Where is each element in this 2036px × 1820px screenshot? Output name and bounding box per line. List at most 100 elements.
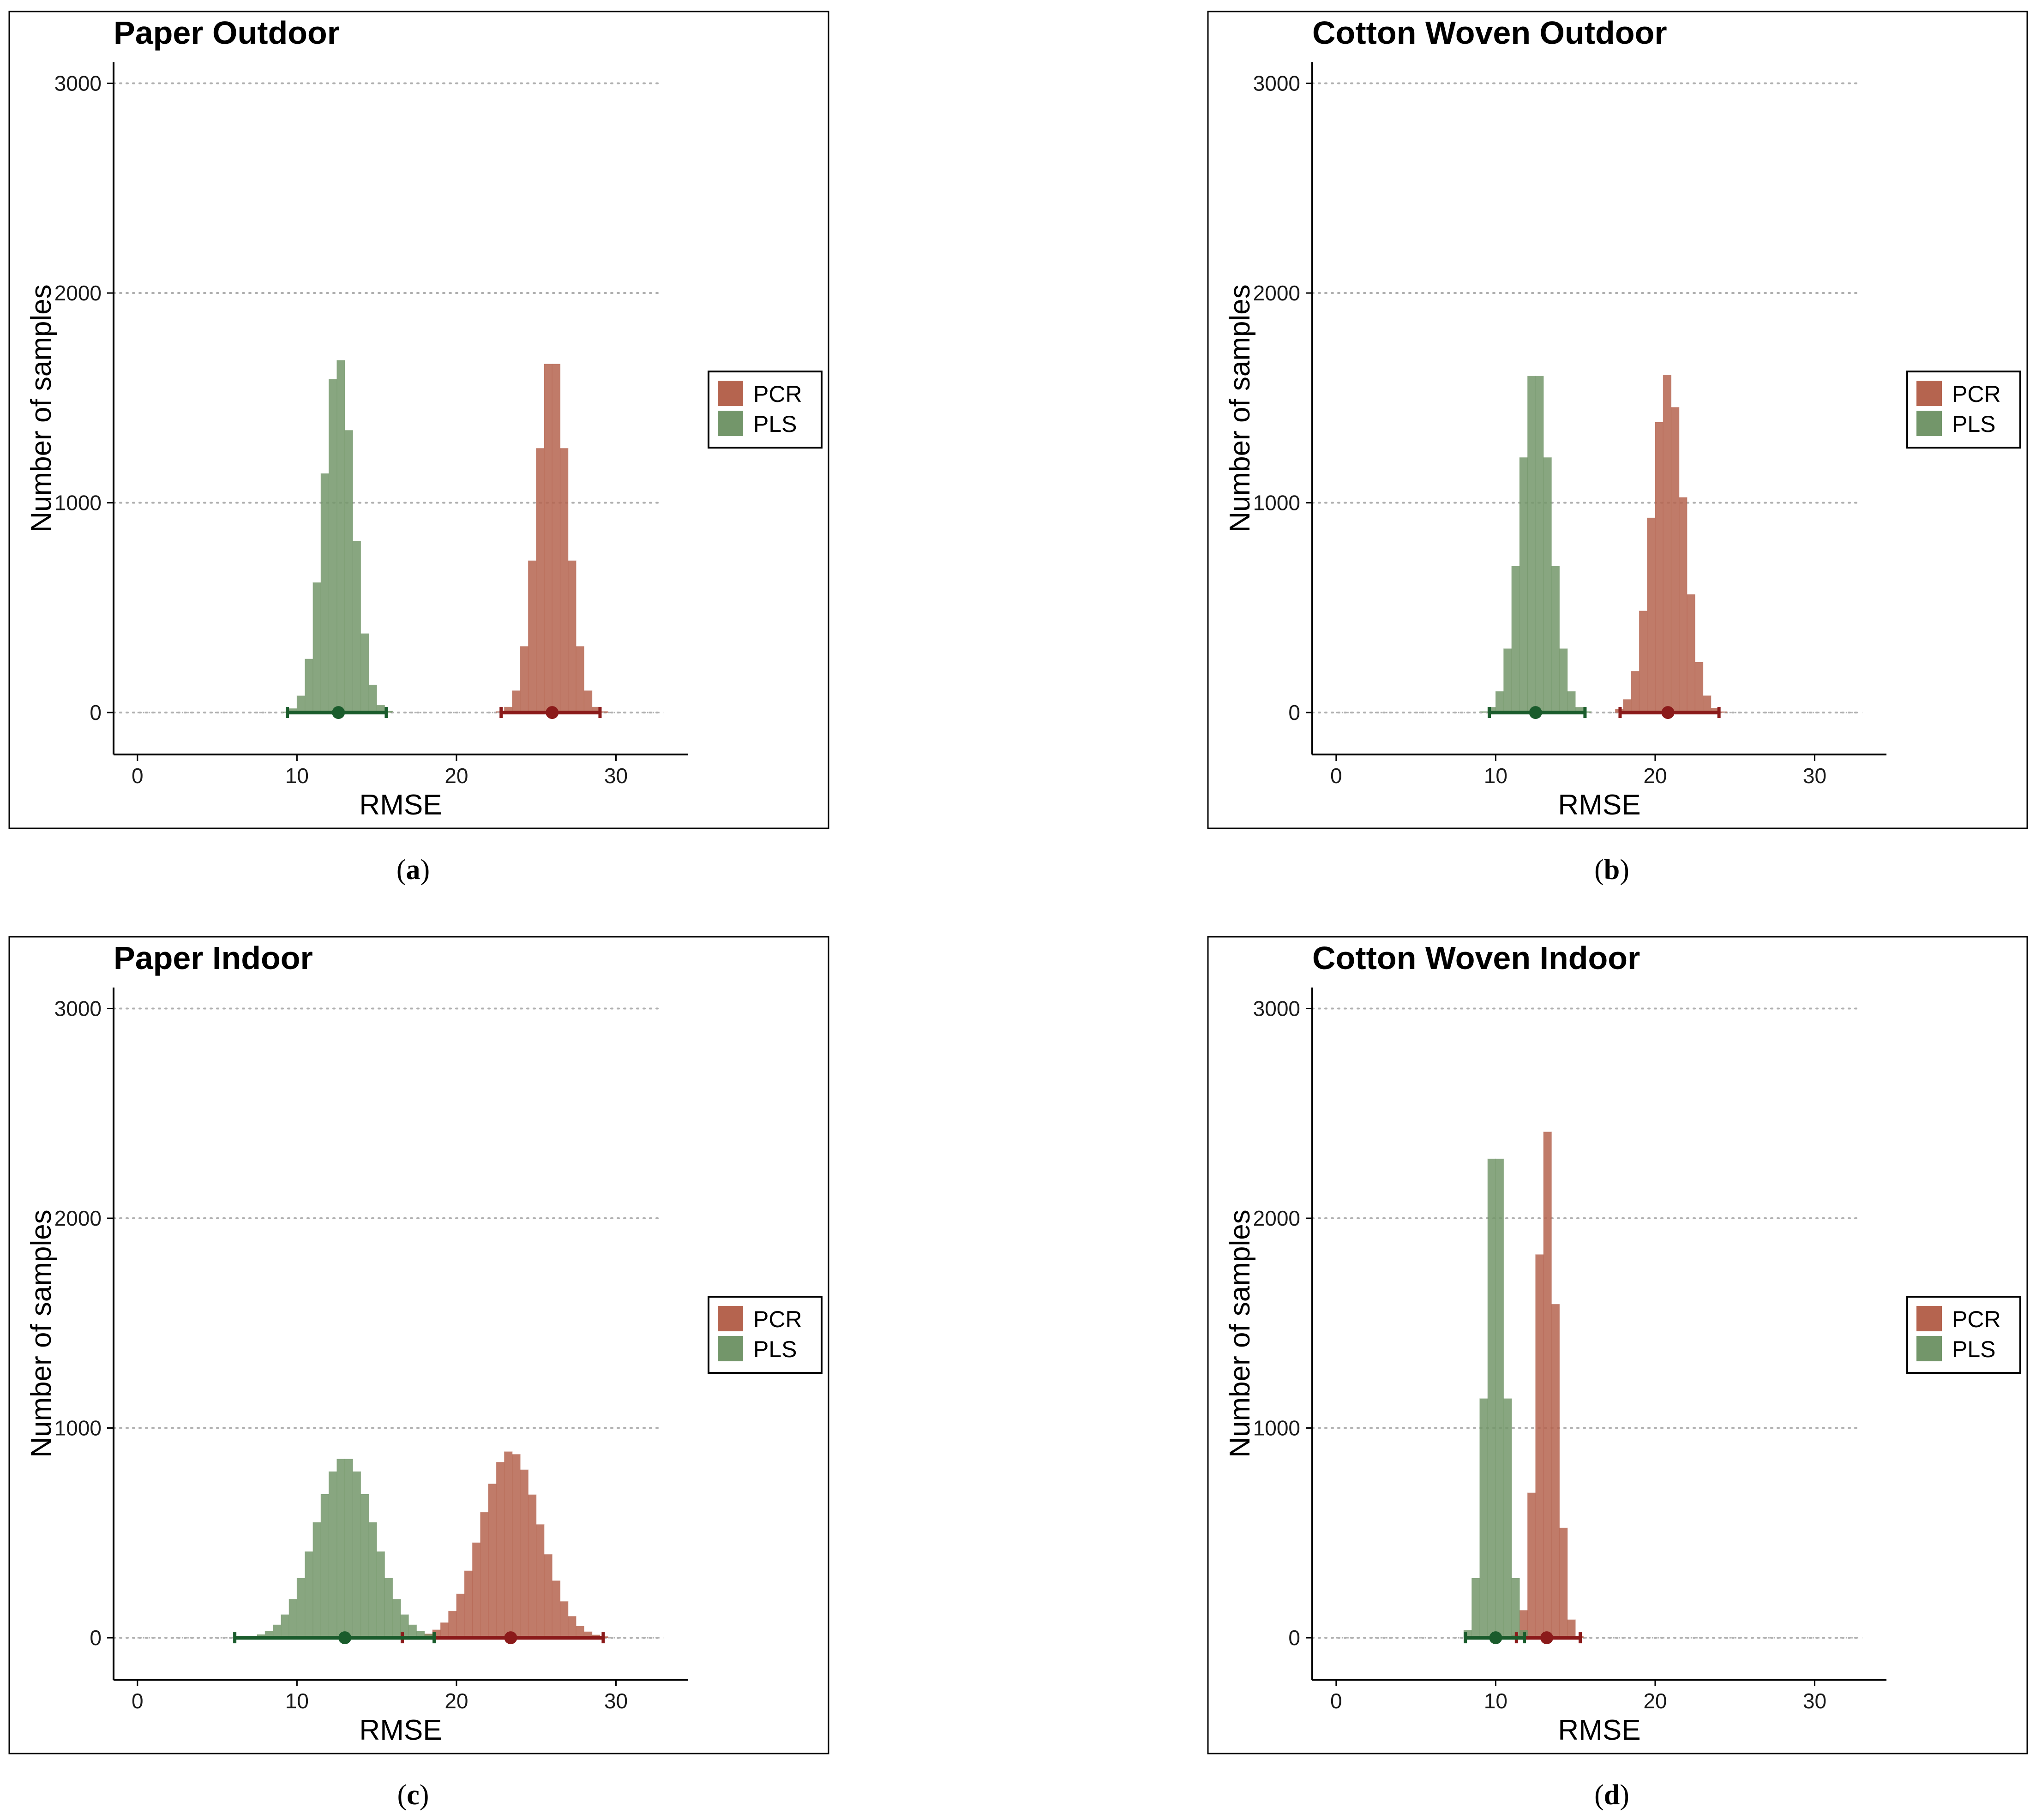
histogram-bar-pls: [1527, 376, 1536, 713]
histogram-bar-pls: [376, 1551, 385, 1638]
histogram-bar-pcr: [583, 690, 593, 713]
legend: PCR PLS: [1906, 371, 2021, 449]
histogram-bar-pls: [328, 379, 337, 713]
histogram-bar-pcr: [512, 690, 521, 713]
y-axis-label: Number of samples: [25, 284, 57, 533]
histogram-bar-pls: [1495, 1158, 1504, 1638]
histogram-bar-pcr: [559, 1601, 569, 1638]
histogram-bar-pcr: [448, 1610, 457, 1638]
histogram-bar-pcr: [528, 560, 537, 713]
histogram-bar-pls: [1551, 565, 1560, 713]
y-tick-label: 2000: [1253, 281, 1300, 305]
histogram-bar-pls: [392, 1598, 401, 1638]
histogram-bar-pls: [1543, 457, 1552, 713]
histogram-bar-pcr: [568, 560, 577, 713]
histogram-bar-pls: [1511, 1578, 1520, 1638]
caption-d: (d): [1594, 1779, 1629, 1811]
legend-swatch-pcr: [1916, 381, 1942, 406]
histogram-bar-pcr: [440, 1622, 449, 1638]
y-tick-label: 1000: [1253, 491, 1300, 515]
histogram-bar-pcr: [1631, 671, 1640, 713]
histogram-bar-pcr: [528, 1494, 537, 1638]
legend-label-pcr: PCR: [1952, 381, 2001, 407]
caption-c: (c): [397, 1779, 429, 1811]
x-tick-label: 0: [132, 1689, 144, 1713]
histogram-bar-pcr: [1703, 695, 1712, 713]
histogram-bar-pcr: [1694, 662, 1704, 713]
panel-title: Paper Indoor: [114, 940, 313, 976]
legend-label-pls: PLS: [753, 1336, 797, 1362]
histogram-bar-pcr: [1679, 497, 1688, 713]
mean-point-pls: [1489, 1631, 1502, 1645]
histogram-bar-pcr: [552, 1581, 561, 1638]
mean-point-pcr: [546, 706, 559, 719]
x-tick-label: 30: [1803, 1689, 1826, 1713]
legend: PCR PLS: [708, 371, 823, 449]
caption-a: (a): [396, 854, 430, 886]
histogram-bar-pls: [352, 541, 361, 713]
panel-cotton-woven-indoor: Cotton Woven Indoor 0 10 20 30 0 1000 2000 3000…: [1207, 936, 2028, 1754]
histogram-bar-pcr: [1687, 594, 1695, 713]
histogram-bar-pls: [296, 1577, 306, 1638]
histogram-bar-pcr: [536, 448, 545, 713]
histogram-bar-pcr: [568, 1616, 577, 1638]
histogram-bar-pcr: [520, 646, 529, 713]
histogram-bar-pcr: [544, 1554, 553, 1638]
histogram-bar-pls: [1559, 648, 1568, 713]
legend-swatch-pcr: [718, 1306, 743, 1331]
histogram-bar-pls: [368, 1522, 377, 1638]
legend-swatch-pls: [1916, 411, 1942, 436]
histogram-bar-pls: [368, 684, 377, 713]
legend-label-pls: PLS: [753, 411, 797, 437]
histogram-bar-pls: [336, 1459, 345, 1638]
histogram-bar-pls: [296, 695, 306, 713]
x-tick-label: 30: [604, 1689, 628, 1713]
panel-frame: [1207, 11, 2028, 829]
histogram-bar-pls: [1487, 1158, 1496, 1638]
histogram-bar-pls: [1471, 1578, 1480, 1638]
histogram-bar-pcr: [1567, 1619, 1576, 1638]
histogram-bar-pcr: [1551, 1304, 1560, 1638]
x-tick-label: 30: [1803, 764, 1826, 788]
histogram-bar-pcr: [472, 1542, 481, 1638]
panel-paper-indoor: Paper Indoor 0 10 20 30 0 1000 2000 3000 RMSE N…: [8, 936, 829, 1754]
x-tick-label: 20: [1643, 764, 1667, 788]
x-tick-label: 10: [285, 764, 309, 788]
histogram-bar-pls: [312, 1522, 321, 1638]
x-axis-label: RMSE: [1558, 789, 1640, 821]
mean-point-pcr: [1540, 1631, 1553, 1645]
x-tick-label: 20: [444, 1689, 468, 1713]
y-tick-label: 0: [1288, 1626, 1300, 1650]
x-tick-label: 10: [1484, 764, 1507, 788]
histogram-bar-pcr: [576, 646, 584, 713]
y-tick-label: 0: [1288, 700, 1300, 724]
panel-frame: [1207, 936, 2028, 1754]
legend-swatch-pcr: [1916, 1306, 1942, 1331]
panel-title: Paper Outdoor: [114, 15, 340, 51]
legend-swatch-pls: [718, 411, 743, 436]
mean-point-pcr: [1661, 706, 1675, 719]
y-tick-label: 0: [90, 700, 102, 724]
y-tick-label: 3000: [54, 71, 102, 95]
histogram-bar-pcr: [536, 1524, 545, 1638]
y-axis-label: Number of samples: [25, 1209, 57, 1458]
x-tick-label: 20: [444, 764, 468, 788]
histogram-bar-pls: [1535, 376, 1544, 713]
histogram-bar-pcr: [1647, 517, 1656, 713]
histogram-bar-pls: [408, 1624, 417, 1638]
y-tick-label: 2000: [1253, 1206, 1300, 1230]
legend-label-pcr: PCR: [753, 381, 802, 407]
histogram-bar-pcr: [1639, 611, 1648, 713]
panel-title: Cotton Woven Outdoor: [1312, 15, 1667, 51]
histogram-bar-pcr: [480, 1512, 489, 1638]
x-tick-label: 30: [604, 764, 628, 788]
histogram-bar-pls: [344, 1459, 353, 1638]
histogram-bar-pls: [320, 473, 330, 713]
x-tick-label: 0: [1330, 1689, 1342, 1713]
histogram-bar-pls: [360, 633, 369, 713]
x-axis-label: RMSE: [359, 789, 442, 821]
histogram-bar-pcr: [1663, 375, 1672, 713]
histogram-bar-pls: [328, 1471, 337, 1638]
